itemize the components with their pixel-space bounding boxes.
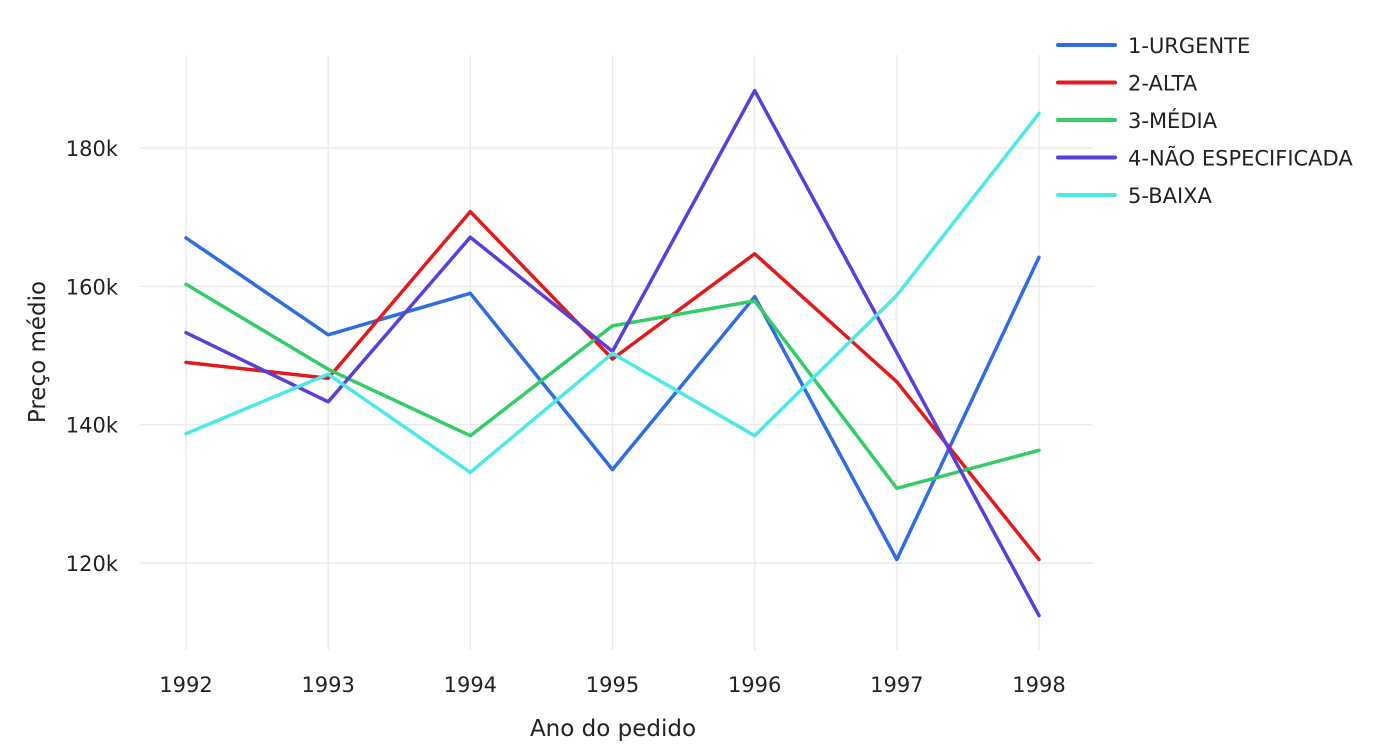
- series-line-3: [184, 282, 1041, 491]
- y-tick-label: 180k: [66, 137, 119, 161]
- series-line-2: [184, 209, 1041, 562]
- x-tick-label: 1994: [444, 673, 497, 697]
- x-axis-title: Ano do pedido: [530, 716, 696, 742]
- x-tick-label: 1992: [159, 673, 212, 697]
- grid: [140, 55, 1093, 650]
- legend-label: 5-BAIXA: [1128, 184, 1213, 208]
- x-tick-label: 1997: [870, 673, 923, 697]
- series-line-5: [184, 111, 1041, 475]
- axes: 1992 1993 1994 1995 1996 1997 1998 120k 140k 160k…: [66, 137, 1066, 697]
- y-tick-label: 160k: [66, 275, 119, 299]
- legend-label: 4-NÃO ESPECIFICADA: [1128, 145, 1353, 171]
- x-tick-label: 1996: [728, 673, 781, 697]
- series-line-4: [184, 88, 1041, 618]
- y-tick-label: 120k: [66, 552, 119, 576]
- y-axis-title: Preço médio: [25, 281, 51, 423]
- legend-label: 3-MÉDIA: [1128, 108, 1218, 133]
- series-line-1: [184, 236, 1041, 562]
- x-tick-label: 1995: [586, 673, 639, 697]
- series-lines: [184, 88, 1041, 618]
- legend: 1-URGENTE 2-ALTA 3-MÉDIA 4-NÃO ESPECIFICADA…: [1056, 34, 1353, 208]
- y-tick-label: 140k: [66, 414, 119, 438]
- x-tick-label: 1993: [301, 673, 354, 697]
- x-tick-label: 1998: [1012, 673, 1065, 697]
- legend-label: 2-ALTA: [1128, 72, 1198, 96]
- legend-label: 1-URGENTE: [1128, 34, 1250, 58]
